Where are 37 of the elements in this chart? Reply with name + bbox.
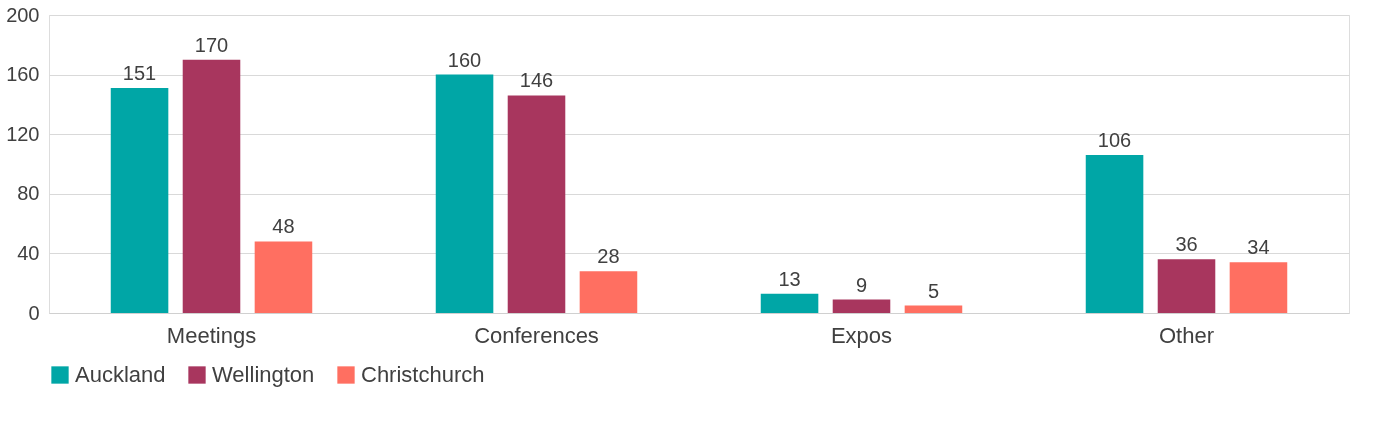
- x-tick-label: Conferences: [474, 322, 599, 348]
- bar: [904, 305, 963, 313]
- y-tick-label: 200: [6, 3, 40, 26]
- data-label: 28: [597, 245, 620, 268]
- data-label: 5: [927, 279, 940, 302]
- bar: [1085, 155, 1144, 313]
- x-tick-label: Other: [1158, 322, 1215, 348]
- data-label: 9: [855, 273, 868, 296]
- legend-label: Auckland: [75, 362, 166, 387]
- data-label: 170: [194, 33, 229, 56]
- bar: [832, 299, 891, 313]
- x-tick-label: Expos: [830, 322, 893, 348]
- y-tick-label: 80: [17, 182, 40, 205]
- y-tick-label: 40: [17, 241, 40, 264]
- data-label: 106: [1097, 129, 1132, 152]
- bar: [507, 95, 566, 313]
- bar: [579, 271, 638, 313]
- data-label: 36: [1175, 233, 1198, 256]
- bar: [1229, 262, 1288, 313]
- data-label: 48: [272, 215, 295, 238]
- legend-label: Christchurch: [361, 362, 485, 387]
- bar: [760, 293, 819, 313]
- bar: [435, 74, 494, 313]
- y-tick-label: 120: [6, 122, 40, 145]
- data-label: 34: [1247, 236, 1270, 259]
- bar: [182, 59, 241, 313]
- data-label: 146: [519, 69, 554, 92]
- bar: [110, 88, 169, 313]
- data-label: 160: [447, 48, 482, 71]
- bar: [1157, 259, 1216, 313]
- data-label: 13: [778, 267, 801, 290]
- data-label: 151: [122, 62, 157, 85]
- legend-label: Wellington: [212, 362, 315, 387]
- y-tick-label: 0: [28, 301, 40, 324]
- y-tick-label: 160: [6, 63, 40, 86]
- x-tick-label: Meetings: [166, 322, 257, 348]
- bar: [254, 241, 313, 313]
